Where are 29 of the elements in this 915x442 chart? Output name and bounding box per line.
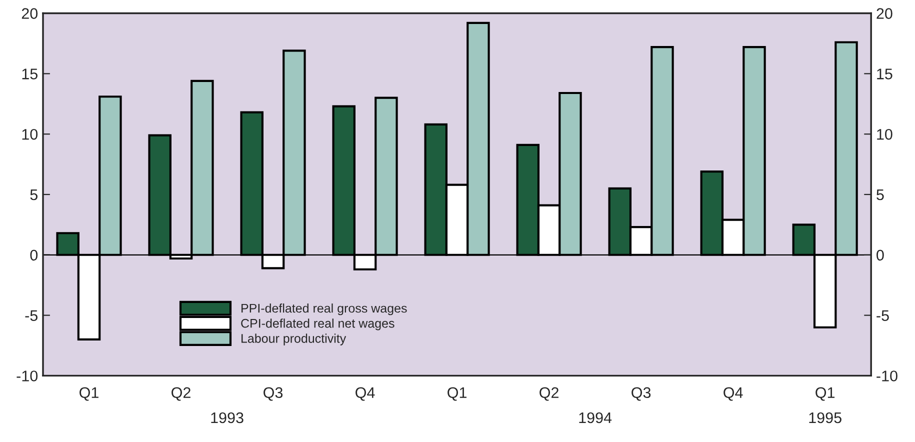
text: 1994 [579,412,612,424]
y2-tick-label: 0 [876,250,884,261]
y-tick-label: 10 [22,128,38,140]
x-tick-label: Q2 [172,387,190,401]
y-tick-label: 0 [30,250,38,261]
y-tick-label: -5 [25,310,38,321]
x-tick-label: Q3 [632,387,651,401]
y-tick-label: 5 [30,190,38,200]
x-tick-label: Q4 [724,387,743,401]
x-tick-label: Q1 [448,387,466,401]
x-tick-label: Q3 [264,387,283,401]
y2-tick-label: -10 [876,370,898,382]
legend-label: PPI-deflated real gross wages [242,303,407,316]
y-tick-label: -10 [16,370,38,382]
legend-label: Labour productivity [242,334,346,346]
legend-label: CPI-deflated real net wages [241,318,394,330]
x-tick-label: Q1 [816,387,835,401]
x-tick-label: Q2 [540,387,558,401]
y2-tick-label: 10 [877,128,892,140]
y2-tick-label: 20 [876,8,892,19]
x-tick-label: Q4 [356,387,375,401]
x-tick-label: Q1 [80,387,98,401]
text: 1995 [809,412,842,424]
text: 1993 [211,412,244,424]
y-tick-label: 20 [22,8,38,19]
y2-tick-label: 15 [877,68,892,80]
y-tick-label: 15 [22,68,38,80]
y2-tick-label: -5 [876,310,889,321]
y2-tick-label: 5 [876,190,884,200]
